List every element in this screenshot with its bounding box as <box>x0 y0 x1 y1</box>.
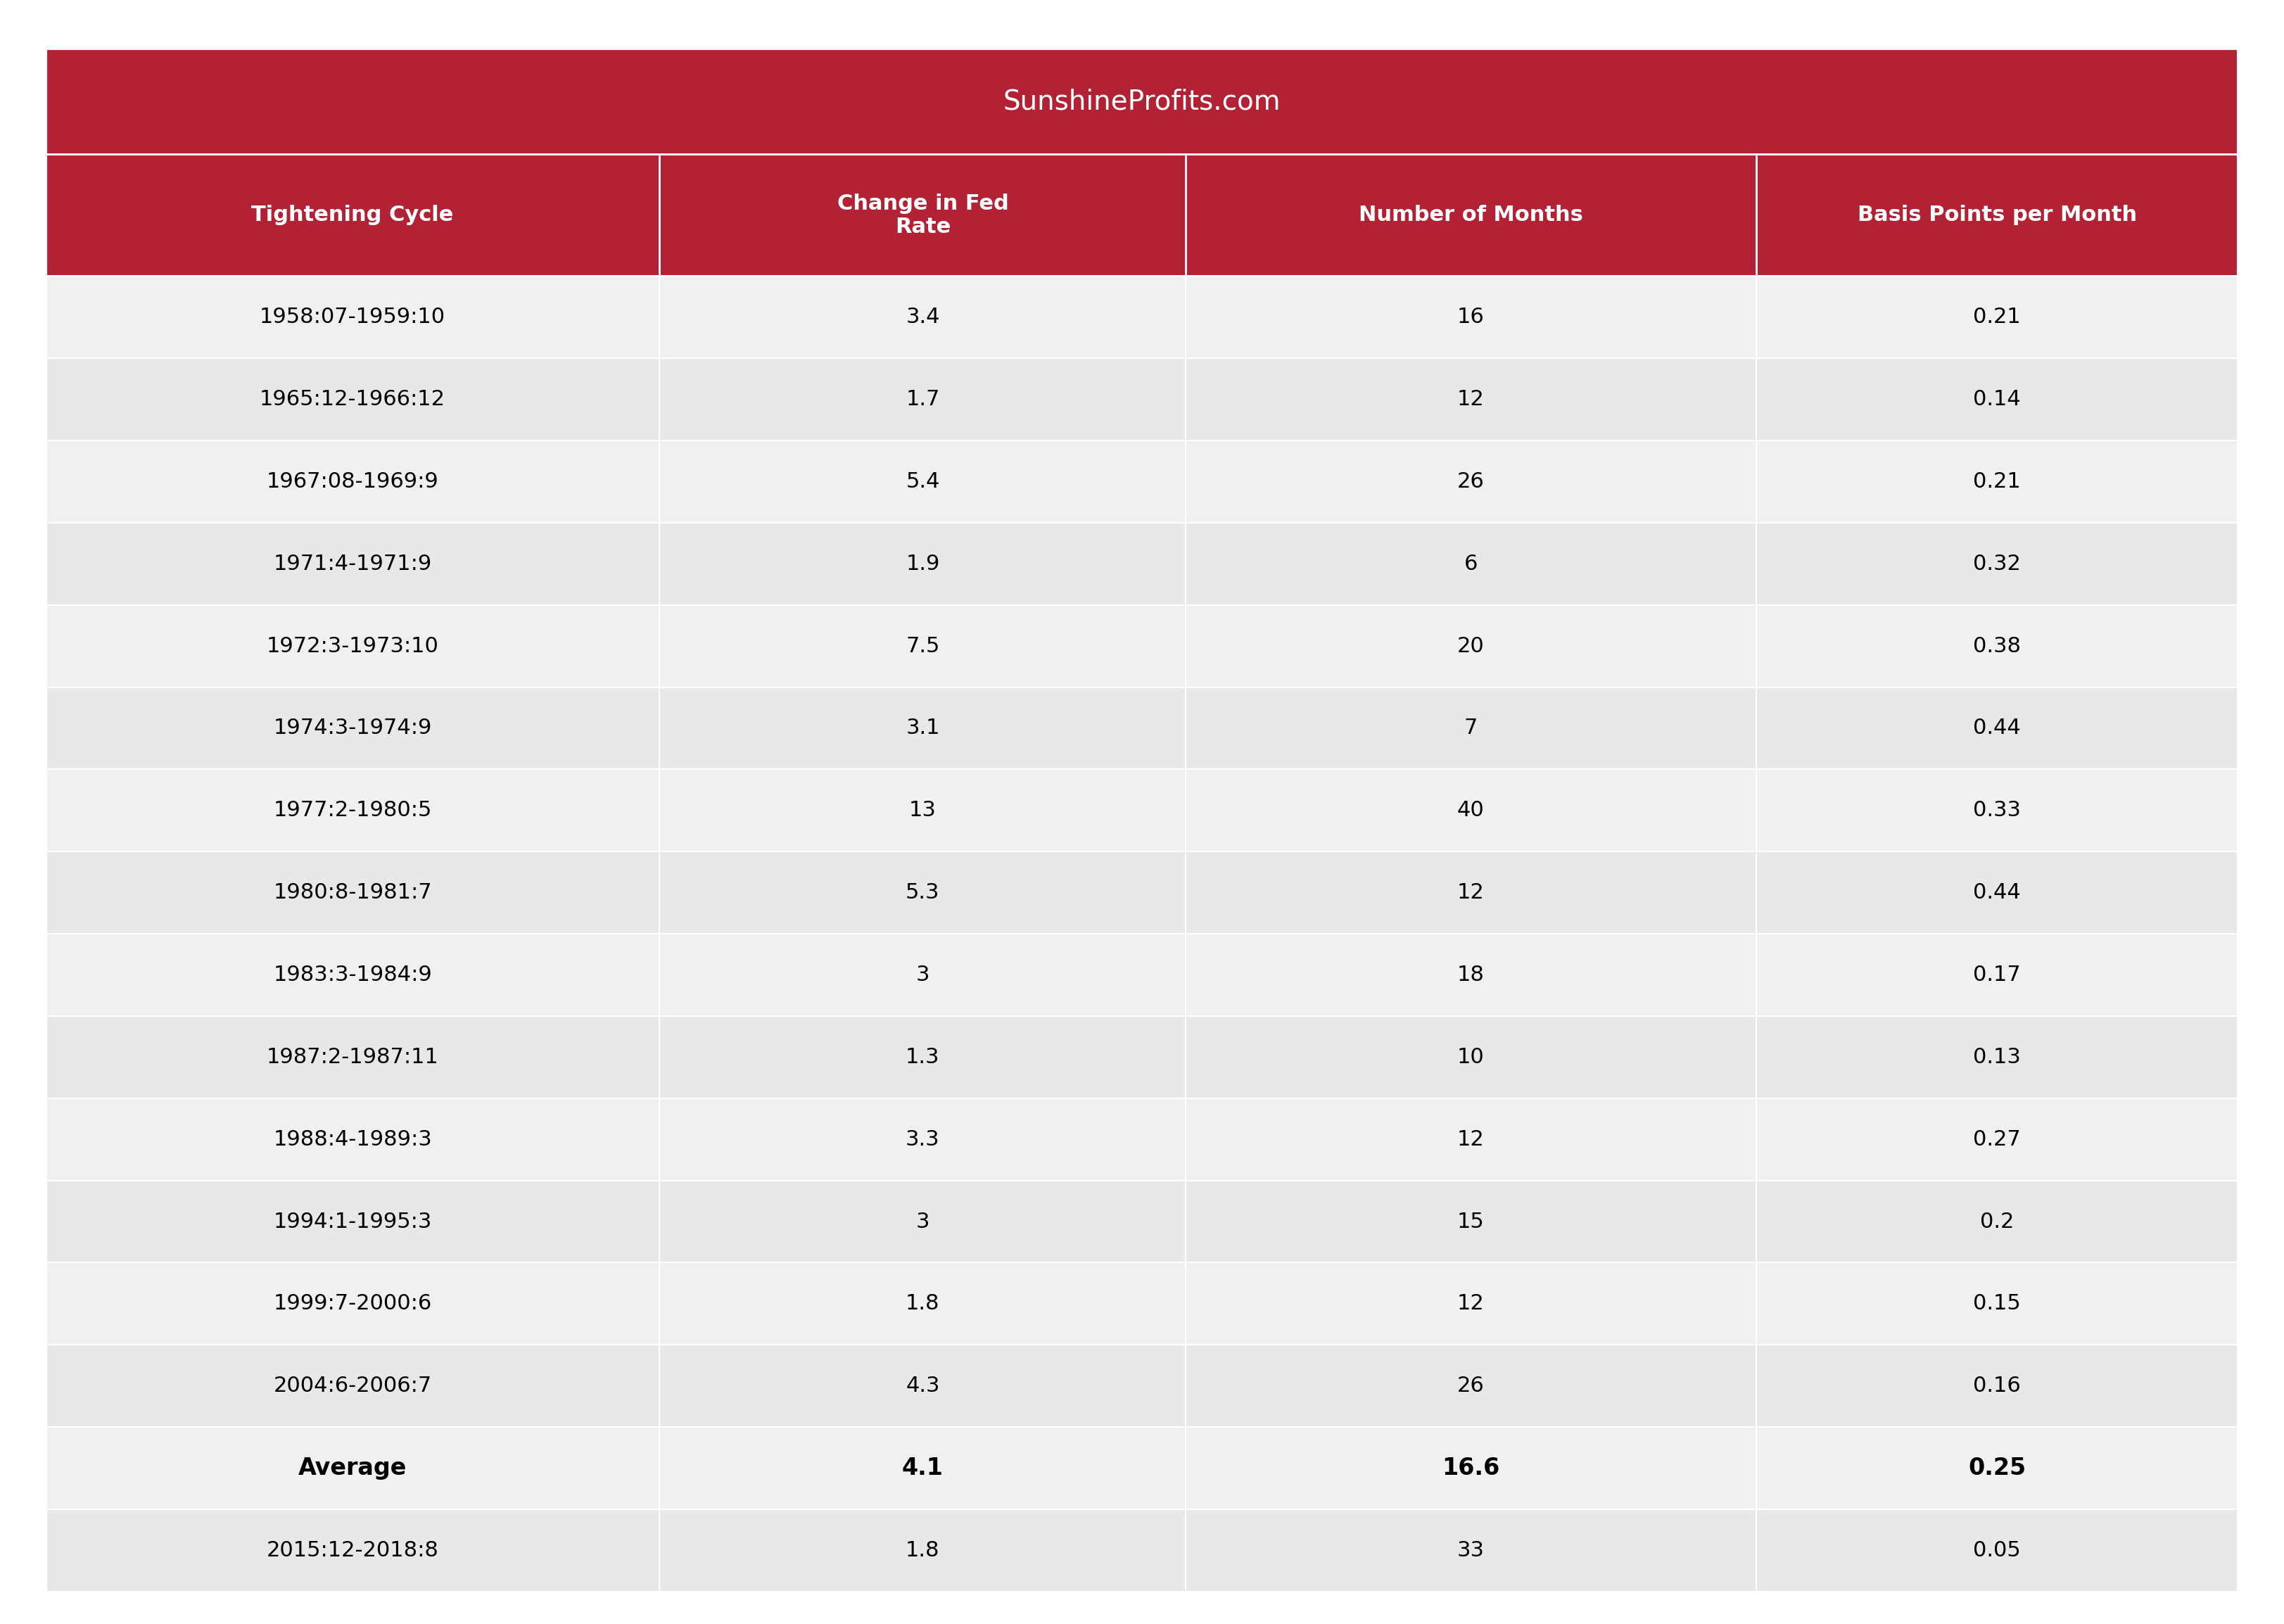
Text: 0.33: 0.33 <box>1973 801 2021 820</box>
FancyBboxPatch shape <box>46 851 2238 934</box>
FancyBboxPatch shape <box>46 154 2238 276</box>
Text: 15: 15 <box>1457 1212 1485 1231</box>
Text: 3.1: 3.1 <box>907 718 939 739</box>
Text: 1965:12-1966:12: 1965:12-1966:12 <box>260 390 445 409</box>
Text: 3.3: 3.3 <box>907 1129 939 1150</box>
Text: 0.17: 0.17 <box>1973 965 2021 986</box>
FancyBboxPatch shape <box>46 1427 2238 1509</box>
Text: 1983:3-1984:9: 1983:3-1984:9 <box>274 965 432 986</box>
Text: 1994:1-1995:3: 1994:1-1995:3 <box>274 1212 432 1231</box>
Text: 3: 3 <box>916 965 930 986</box>
Text: 6: 6 <box>1464 554 1478 573</box>
Text: 1.7: 1.7 <box>907 390 939 409</box>
Text: 20: 20 <box>1457 637 1485 656</box>
Text: 1.8: 1.8 <box>907 1294 939 1314</box>
Text: 33: 33 <box>1457 1540 1485 1561</box>
Text: 1.3: 1.3 <box>907 1047 939 1067</box>
Text: 0.15: 0.15 <box>1973 1294 2021 1314</box>
Text: 26: 26 <box>1457 1376 1485 1397</box>
Text: Number of Months: Number of Months <box>1359 205 1583 226</box>
FancyBboxPatch shape <box>46 1098 2238 1181</box>
FancyBboxPatch shape <box>46 1017 2238 1098</box>
Text: 1987:2-1987:11: 1987:2-1987:11 <box>267 1047 439 1067</box>
Text: Tightening Cycle: Tightening Cycle <box>251 205 455 226</box>
Text: 1.8: 1.8 <box>907 1540 939 1561</box>
Text: 1974:3-1974:9: 1974:3-1974:9 <box>274 718 432 739</box>
Text: 3: 3 <box>916 1212 930 1231</box>
Text: 0.21: 0.21 <box>1973 307 2021 328</box>
Text: 13: 13 <box>909 801 936 820</box>
Text: 12: 12 <box>1457 1294 1485 1314</box>
FancyBboxPatch shape <box>46 1181 2238 1263</box>
Text: 1980:8-1981:7: 1980:8-1981:7 <box>274 882 432 903</box>
Text: 2004:6-2006:7: 2004:6-2006:7 <box>274 1376 432 1397</box>
Text: 12: 12 <box>1457 390 1485 409</box>
Text: SunshineProfits.com: SunshineProfits.com <box>1003 88 1281 115</box>
Text: 1972:3-1973:10: 1972:3-1973:10 <box>267 637 439 656</box>
Text: 4.1: 4.1 <box>902 1457 943 1479</box>
Text: 0.13: 0.13 <box>1973 1047 2021 1067</box>
FancyBboxPatch shape <box>46 687 2238 770</box>
FancyBboxPatch shape <box>46 276 2238 359</box>
Text: 0.21: 0.21 <box>1973 471 2021 492</box>
Text: 4.3: 4.3 <box>907 1376 939 1397</box>
Text: 40: 40 <box>1457 801 1485 820</box>
FancyBboxPatch shape <box>46 49 2238 154</box>
Text: 1971:4-1971:9: 1971:4-1971:9 <box>274 554 432 573</box>
Text: 7.5: 7.5 <box>907 637 939 656</box>
Text: 1958:07-1959:10: 1958:07-1959:10 <box>260 307 445 328</box>
Text: Average: Average <box>299 1457 407 1479</box>
Text: 0.16: 0.16 <box>1973 1376 2021 1397</box>
Text: 2015:12-2018:8: 2015:12-2018:8 <box>267 1540 439 1561</box>
Text: 18: 18 <box>1457 965 1485 986</box>
Text: 10: 10 <box>1457 1047 1485 1067</box>
Text: 5.3: 5.3 <box>907 882 939 903</box>
Text: 3.4: 3.4 <box>907 307 939 328</box>
Text: Basis Points per Month: Basis Points per Month <box>1857 205 2138 226</box>
FancyBboxPatch shape <box>46 523 2238 604</box>
Text: 16.6: 16.6 <box>1441 1457 1501 1479</box>
Text: 0.32: 0.32 <box>1973 554 2021 573</box>
Text: 16: 16 <box>1457 307 1485 328</box>
Text: 0.27: 0.27 <box>1973 1129 2021 1150</box>
FancyBboxPatch shape <box>46 359 2238 440</box>
Text: 12: 12 <box>1457 1129 1485 1150</box>
Text: 0.2: 0.2 <box>1980 1212 2014 1231</box>
FancyBboxPatch shape <box>46 1263 2238 1345</box>
FancyBboxPatch shape <box>46 1509 2238 1592</box>
Text: 0.05: 0.05 <box>1973 1540 2021 1561</box>
Text: 0.44: 0.44 <box>1973 718 2021 739</box>
Text: 12: 12 <box>1457 882 1485 903</box>
Text: 0.44: 0.44 <box>1973 882 2021 903</box>
Text: 0.38: 0.38 <box>1973 637 2021 656</box>
Text: 1967:08-1969:9: 1967:08-1969:9 <box>267 471 439 492</box>
FancyBboxPatch shape <box>46 934 2238 1017</box>
FancyBboxPatch shape <box>46 1345 2238 1427</box>
Text: 1999:7-2000:6: 1999:7-2000:6 <box>274 1294 432 1314</box>
Text: 1977:2-1980:5: 1977:2-1980:5 <box>274 801 432 820</box>
Text: 5.4: 5.4 <box>907 471 939 492</box>
Text: 26: 26 <box>1457 471 1485 492</box>
Text: 1988:4-1989:3: 1988:4-1989:3 <box>274 1129 432 1150</box>
Text: 7: 7 <box>1464 718 1478 739</box>
Text: 0.25: 0.25 <box>1969 1457 2026 1479</box>
FancyBboxPatch shape <box>46 604 2238 687</box>
Text: Change in Fed
Rate: Change in Fed Rate <box>836 193 1010 237</box>
FancyBboxPatch shape <box>46 770 2238 851</box>
Text: 0.14: 0.14 <box>1973 390 2021 409</box>
FancyBboxPatch shape <box>46 440 2238 523</box>
Text: 1.9: 1.9 <box>907 554 939 573</box>
